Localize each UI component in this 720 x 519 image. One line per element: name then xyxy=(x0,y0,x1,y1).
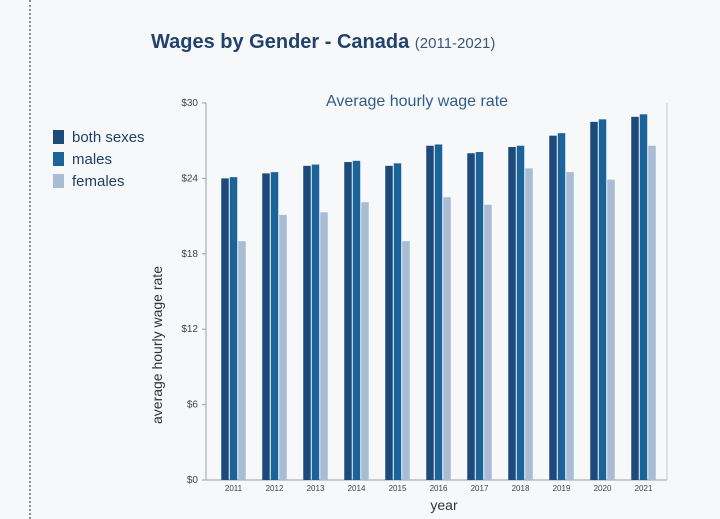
chart-title-main: Wages by Gender - Canada xyxy=(151,31,410,53)
bar-females-2014 xyxy=(361,202,369,480)
bar-females-2013 xyxy=(320,212,328,480)
bar-both-sexes-2013 xyxy=(303,165,311,481)
y-tick-label: $18 xyxy=(181,249,198,260)
x-tick-label: 2016 xyxy=(430,484,448,493)
bar-males-2017 xyxy=(475,152,484,480)
bar-both-sexes-2021 xyxy=(631,116,639,480)
bar-females-2020 xyxy=(607,179,615,480)
x-tick-label: 2021 xyxy=(635,484,653,493)
legend: both sexes males females xyxy=(53,126,145,192)
y-tick-label: $0 xyxy=(187,475,199,486)
bar-males-2011 xyxy=(229,177,238,481)
legend-swatch-both-sexes xyxy=(53,130,64,144)
bar-females-2015 xyxy=(402,241,410,480)
bar-both-sexes-2015 xyxy=(385,165,393,481)
x-tick-label: 2018 xyxy=(512,484,530,493)
bar-males-2018 xyxy=(516,145,525,480)
bar-both-sexes-2019 xyxy=(549,135,557,480)
y-tick-label: $30 xyxy=(181,98,198,109)
dotted-border xyxy=(29,0,31,519)
y-tick-label: $24 xyxy=(181,173,198,184)
bar-females-2021 xyxy=(648,145,656,480)
bar-males-2021 xyxy=(639,114,648,480)
x-tick-label: 2014 xyxy=(348,484,366,493)
legend-item-females: females xyxy=(53,170,145,192)
legend-swatch-males xyxy=(53,152,64,166)
bar-both-sexes-2018 xyxy=(508,146,516,480)
x-tick-label: 2013 xyxy=(307,484,325,493)
x-tick-label: 2020 xyxy=(594,484,612,493)
legend-swatch-females xyxy=(53,174,64,188)
x-tick-label: 2015 xyxy=(389,484,407,493)
bar-males-2014 xyxy=(352,160,361,480)
bar-males-2015 xyxy=(393,163,402,480)
bar-both-sexes-2014 xyxy=(344,162,352,480)
bar-males-2020 xyxy=(598,119,607,480)
y-axis-label: average hourly wage rate xyxy=(149,266,165,424)
chart-title-range: (2011-2021) xyxy=(414,35,496,52)
bar-both-sexes-2011 xyxy=(221,178,229,480)
x-tick-label: 2011 xyxy=(225,484,243,493)
legend-label-males: males xyxy=(72,150,113,168)
bar-females-2016 xyxy=(443,197,451,480)
chart-title: Wages by Gender - Canada (2011-2021) xyxy=(151,31,495,54)
bar-both-sexes-2020 xyxy=(590,121,598,480)
x-tick-label: 2012 xyxy=(266,484,284,493)
bar-males-2019 xyxy=(557,133,566,480)
bar-both-sexes-2012 xyxy=(262,173,270,480)
legend-label-both-sexes: both sexes xyxy=(72,128,145,146)
legend-label-females: females xyxy=(72,172,125,190)
bar-both-sexes-2017 xyxy=(467,153,475,480)
x-tick-label: 2017 xyxy=(471,484,489,493)
x-tick-label: 2019 xyxy=(553,484,571,493)
bar-females-2019 xyxy=(566,172,574,480)
bar-males-2016 xyxy=(434,144,443,480)
bar-males-2013 xyxy=(311,164,320,480)
bar-both-sexes-2016 xyxy=(426,145,434,480)
chart-subtitle: Average hourly wage rate xyxy=(326,93,509,110)
bar-females-2017 xyxy=(484,204,492,481)
bar-females-2018 xyxy=(525,168,533,480)
legend-item-males: males xyxy=(53,148,145,170)
bar-females-2012 xyxy=(279,214,287,481)
y-tick-label: $6 xyxy=(187,400,199,411)
x-axis-label: year xyxy=(430,497,458,513)
y-tick-label: $12 xyxy=(181,324,198,335)
bar-males-2012 xyxy=(270,172,279,480)
legend-item-both-sexes: both sexes xyxy=(53,126,145,148)
bar-females-2011 xyxy=(238,241,246,480)
